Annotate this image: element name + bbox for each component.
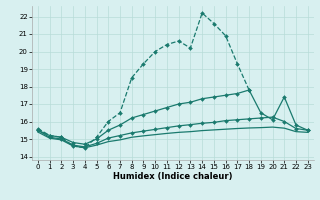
X-axis label: Humidex (Indice chaleur): Humidex (Indice chaleur) xyxy=(113,172,233,181)
